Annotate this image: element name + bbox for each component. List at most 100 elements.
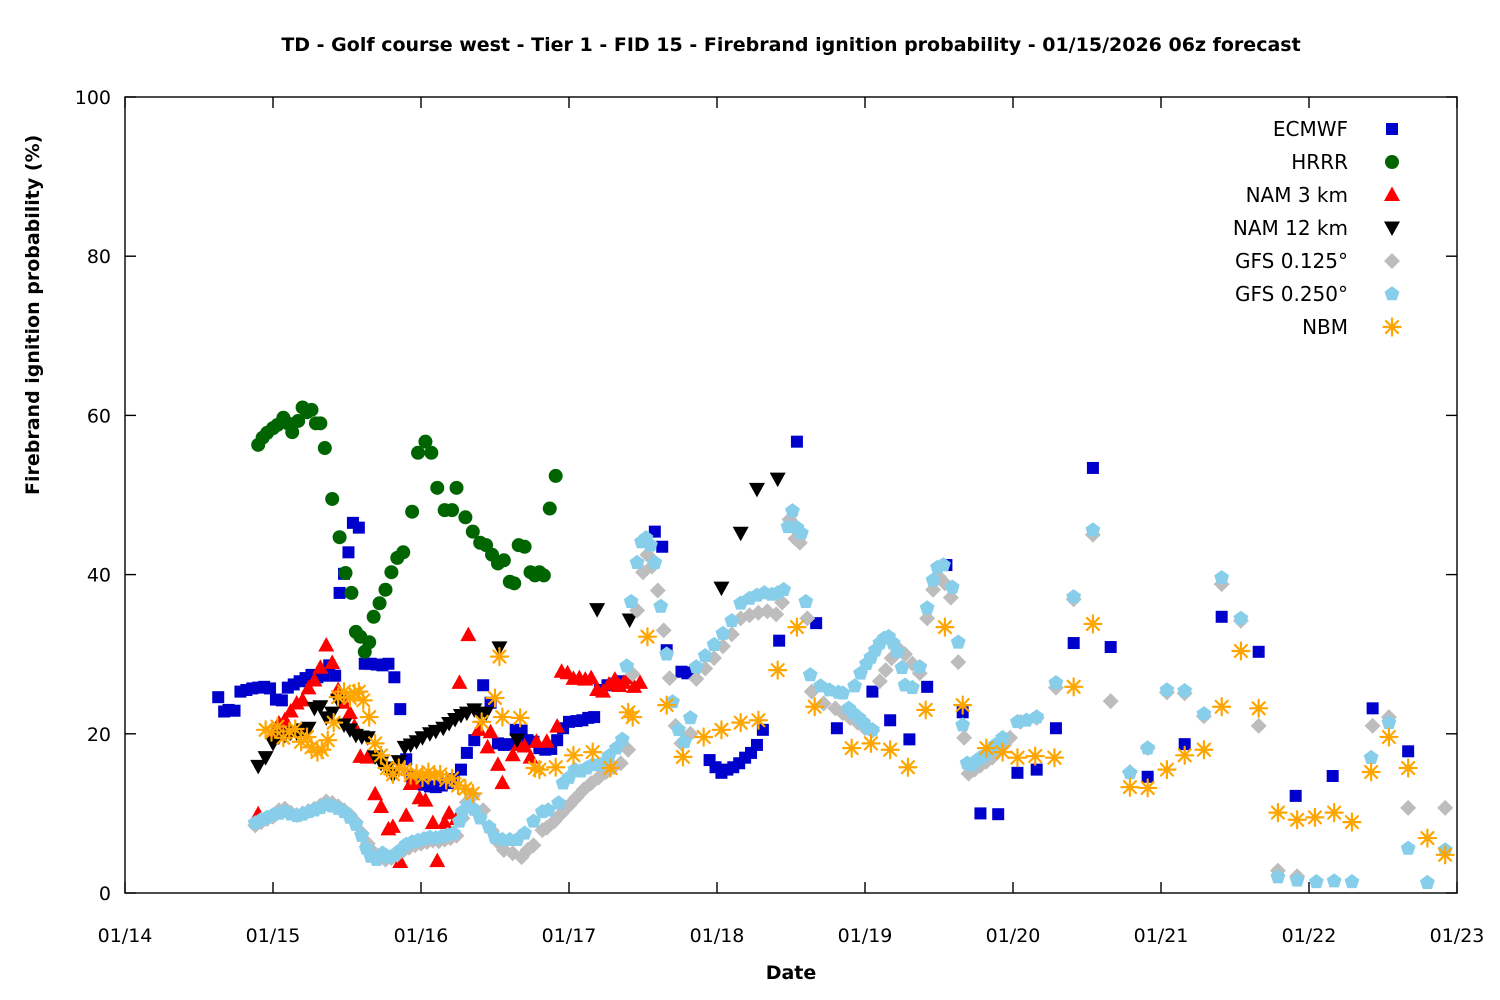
point-ecmwf — [1141, 770, 1154, 783]
point-ecmwf — [551, 734, 564, 747]
point-nam-3-km — [583, 669, 600, 685]
asterisk-ray — [1047, 750, 1062, 765]
point-gfs-0-250- — [1381, 714, 1397, 729]
point-gfs-0-250- — [1122, 765, 1138, 780]
point-gfs-0-250- — [835, 685, 851, 700]
asterisk-ray — [696, 729, 711, 745]
point-hrrr — [542, 501, 557, 516]
asterisk-ray — [351, 684, 366, 699]
asterisk-ray — [714, 722, 729, 737]
point-nam-3-km — [482, 723, 499, 739]
point-nam-3-km — [538, 733, 555, 748]
point-ecmwf — [866, 685, 879, 698]
legend-label-gfs-0-250-: GFS 0.250° — [1235, 282, 1348, 306]
point-gfs-0-250- — [1400, 840, 1416, 855]
asterisk-ray — [495, 709, 510, 725]
point-gfs-0-125- — [661, 670, 678, 687]
point-gfs-0-250- — [1085, 522, 1101, 537]
point-nam-3-km — [441, 804, 458, 820]
point-hrrr — [418, 434, 433, 449]
point-nbm — [711, 720, 732, 740]
point-nam-3-km — [384, 818, 401, 833]
legend-marker-nam-12-km — [1384, 221, 1400, 236]
point-nbm — [898, 757, 918, 777]
asterisk-ray — [863, 736, 879, 751]
asterisk-ray — [492, 649, 507, 664]
point-ecmwf — [388, 671, 401, 684]
asterisk-ray — [299, 729, 315, 745]
point-gfs-0-250- — [526, 813, 541, 828]
point-gfs-0-250- — [1233, 610, 1249, 625]
point-gfs-0-125- — [919, 610, 936, 627]
point-hrrr — [362, 635, 377, 650]
point-gfs-0-250- — [540, 802, 556, 817]
point-hrrr — [517, 539, 532, 554]
point-gfs-0-250- — [619, 658, 635, 673]
legend-label-nam-12-km: NAM 12 km — [1233, 216, 1348, 240]
asterisk-ray — [1307, 810, 1323, 825]
asterisk-ray — [487, 690, 503, 706]
point-ecmwf — [921, 680, 934, 693]
point-ecmwf — [352, 521, 365, 534]
asterisk-ray — [751, 713, 766, 728]
legend-marker-gfs-0-250- — [1384, 286, 1400, 301]
point-ecmwf — [1011, 766, 1024, 779]
point-nbm — [787, 617, 807, 637]
point-nbm — [510, 708, 530, 728]
point-gfs-0-250- — [847, 678, 863, 693]
asterisk-ray — [1420, 830, 1435, 846]
point-hrrr — [536, 568, 551, 583]
x-tick-label: 01/16 — [394, 925, 449, 947]
asterisk-ray — [844, 741, 859, 756]
asterisk-ray — [1122, 780, 1138, 795]
point-gfs-0-125- — [1400, 799, 1417, 816]
point-ecmwf — [333, 586, 346, 599]
point-gfs-0-250- — [629, 554, 645, 569]
asterisk-ray — [1270, 805, 1286, 820]
point-nam-3-km — [341, 704, 358, 720]
point-gfs-0-250- — [724, 612, 740, 628]
asterisk-ray — [373, 748, 389, 763]
point-nbm — [1025, 746, 1045, 766]
point-hrrr — [325, 491, 340, 506]
point-nbm — [489, 646, 510, 667]
point-gfs-0-250- — [1270, 869, 1286, 884]
asterisk-ray — [566, 748, 581, 763]
asterisk-ray — [937, 620, 953, 635]
point-gfs-0-250- — [517, 825, 533, 840]
point-gfs-0-250- — [894, 659, 910, 675]
point-gfs-0-250- — [472, 810, 488, 825]
asterisk-ray — [733, 715, 748, 730]
point-ecmwf — [1030, 763, 1043, 776]
asterisk-ray — [450, 778, 466, 793]
asterisk-ray — [789, 620, 805, 635]
point-nam-12-km — [324, 706, 341, 722]
chart-title: TD - Golf course west - Tier 1 - FID 15 … — [281, 34, 1301, 56]
point-gfs-0-250- — [1289, 872, 1305, 887]
legend-label-gfs-0-125-: GFS 0.125° — [1235, 249, 1348, 273]
point-nam-12-km — [478, 706, 495, 722]
point-ecmwf — [773, 634, 786, 647]
asterisk-ray — [1066, 679, 1081, 694]
x-tick-label: 01/19 — [838, 925, 893, 947]
point-nbm — [318, 730, 338, 750]
y-tick-label: 100 — [75, 87, 111, 109]
asterisk-ray — [548, 760, 563, 775]
point-gfs-0-250- — [697, 647, 713, 663]
point-gfs-0-250- — [1196, 706, 1212, 721]
point-gfs-0-250- — [653, 598, 669, 613]
asterisk-ray — [270, 719, 285, 734]
point-nbm — [463, 783, 483, 804]
asterisk-ray — [955, 698, 970, 713]
legend-label-nbm: NBM — [1302, 315, 1348, 339]
point-ecmwf — [1215, 610, 1228, 623]
asterisk-ray — [326, 715, 341, 730]
point-nbm — [492, 707, 512, 727]
point-nam-12-km — [732, 526, 749, 542]
asterisk-ray — [675, 749, 691, 764]
point-gfs-0-250- — [1308, 874, 1324, 889]
asterisk-ray — [320, 733, 335, 748]
point-gfs-0-125- — [1437, 799, 1454, 816]
point-hrrr — [424, 445, 439, 460]
asterisk-ray — [421, 764, 436, 780]
